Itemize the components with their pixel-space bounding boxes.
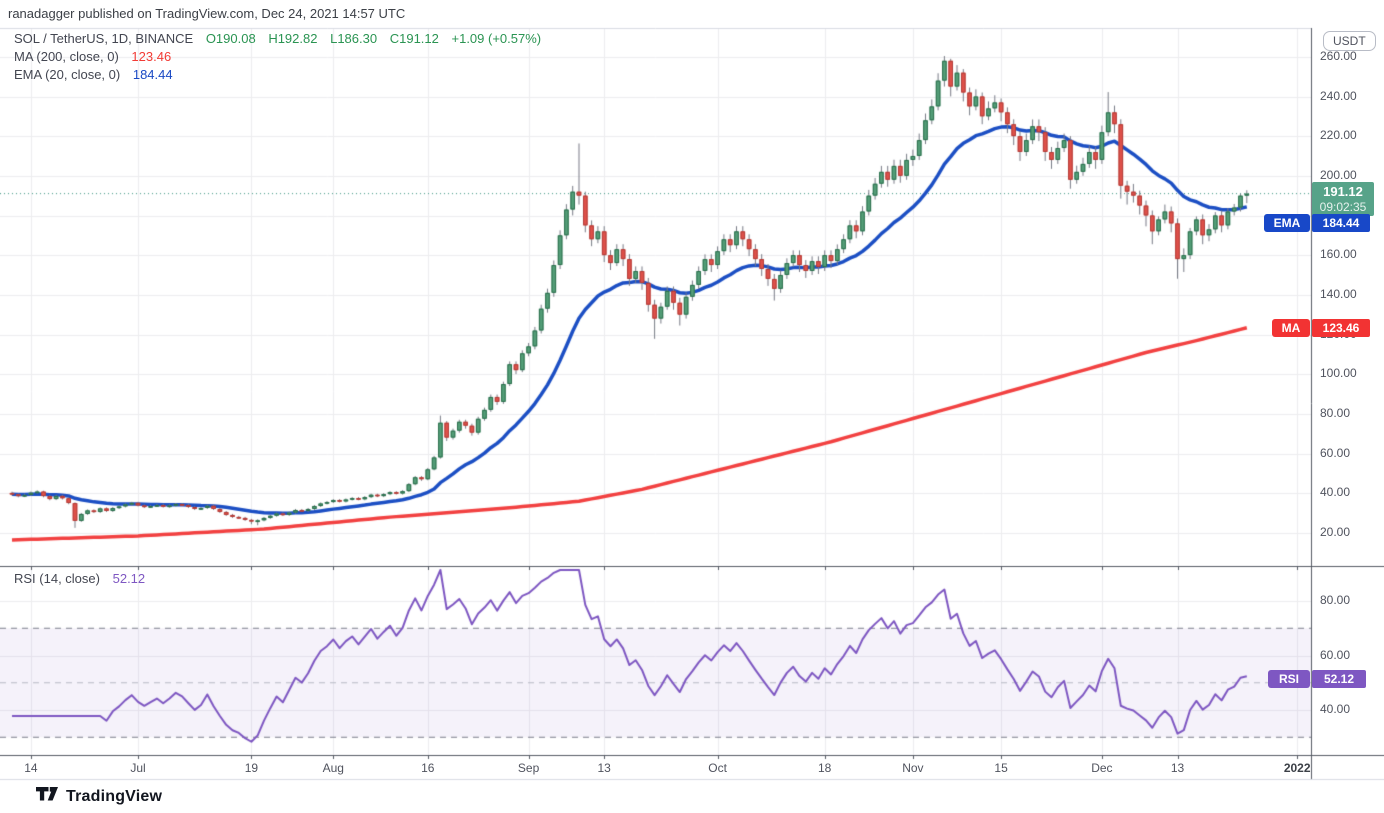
price-axis-label: 100.00 [1320,366,1357,381]
ohlc-high: H192.82 [268,31,318,46]
currency-badge: USDT [1323,31,1376,51]
last-price-value: 191.12 [1323,184,1363,199]
rsi-axis-chip: RSI [1268,670,1310,688]
time-axis-label: 18 [818,761,832,775]
price-axis-label: 160.00 [1320,247,1357,262]
attribution-line: ranadagger published on TradingView.com,… [8,6,406,21]
price-axis-label: 80.00 [1320,405,1351,420]
bar-countdown: 09:02:35 [1319,200,1367,214]
time-axis-label: Dec [1091,761,1113,775]
time-axis-label: Jul [130,761,146,775]
time-axis-label: Sep [517,761,540,775]
ma-legend-label[interactable]: MA (200, close, 0) [14,49,119,64]
price-axis-label: 220.00 [1320,128,1357,143]
ohlc-close: C191.12 [389,31,439,46]
rsi-axis-label: 60.00 [1320,647,1351,662]
time-axis-label: 13 [597,761,611,775]
price-axis-label: 60.00 [1320,445,1351,460]
time-axis-label: 15 [994,761,1008,775]
symbol-legend-row[interactable]: SOL / TetherUS, 1D, BINANCE O190.08 H192… [14,31,541,46]
time-axis-label: 2022 [1283,761,1311,775]
rsi-legend-row[interactable]: RSI (14, close) 52.12 [14,571,145,586]
rsi-axis-label: 40.00 [1320,702,1351,716]
time-axis-label: 13 [1170,761,1185,775]
tradingview-logo-icon [36,787,59,806]
tradingview-logo[interactable]: TradingView [36,787,162,806]
last-price-badge: 191.12 09:02:35 [1312,182,1374,216]
time-axis-label: Nov [902,761,924,775]
price-axis-label: 140.00 [1320,286,1357,301]
rsi-legend-label[interactable]: RSI (14, close) [14,571,100,586]
time-axis-label: 14 [24,761,38,775]
price-axis-label: 240.00 [1320,88,1357,103]
ma-legend-row[interactable]: MA (200, close, 0) 123.46 [14,49,171,64]
ema-legend-row[interactable]: EMA (20, close, 0) 184.44 [14,67,173,82]
price-axis-label: 40.00 [1320,485,1351,500]
rsi-axis-label: 80.00 [1320,593,1351,607]
price-axis-label: 20.00 [1320,524,1351,539]
rsi-axis-value: 52.12 [1312,670,1366,688]
time-axis-label: 16 [421,761,435,775]
price-axis-label: 200.00 [1320,167,1357,182]
tradingview-logo-text: TradingView [66,787,163,805]
ohlc-change: +1.09 (+0.57%) [451,31,542,46]
ema-legend-label[interactable]: EMA (20, close, 0) [14,67,121,82]
time-axis-label: Oct [708,761,727,775]
time-axis-label: 19 [244,761,259,775]
time-axis-label: Aug [322,761,344,775]
rsi-legend-value: 52.12 [112,571,146,586]
price-axis-label: 260.00 [1320,49,1357,63]
ohlc-low: L186.30 [330,31,378,46]
ma-legend-value: 123.46 [131,49,172,64]
symbol-title[interactable]: SOL / TetherUS, 1D, BINANCE [14,31,194,46]
ma-axis-chip: MA [1272,319,1310,337]
ema-legend-value: 184.44 [132,67,173,82]
ma-axis-value: 123.46 [1312,319,1370,337]
ema-axis-chip: EMA [1264,214,1310,232]
ohlc-open: O190.08 [205,31,256,46]
ema-axis-value: 184.44 [1312,214,1370,232]
